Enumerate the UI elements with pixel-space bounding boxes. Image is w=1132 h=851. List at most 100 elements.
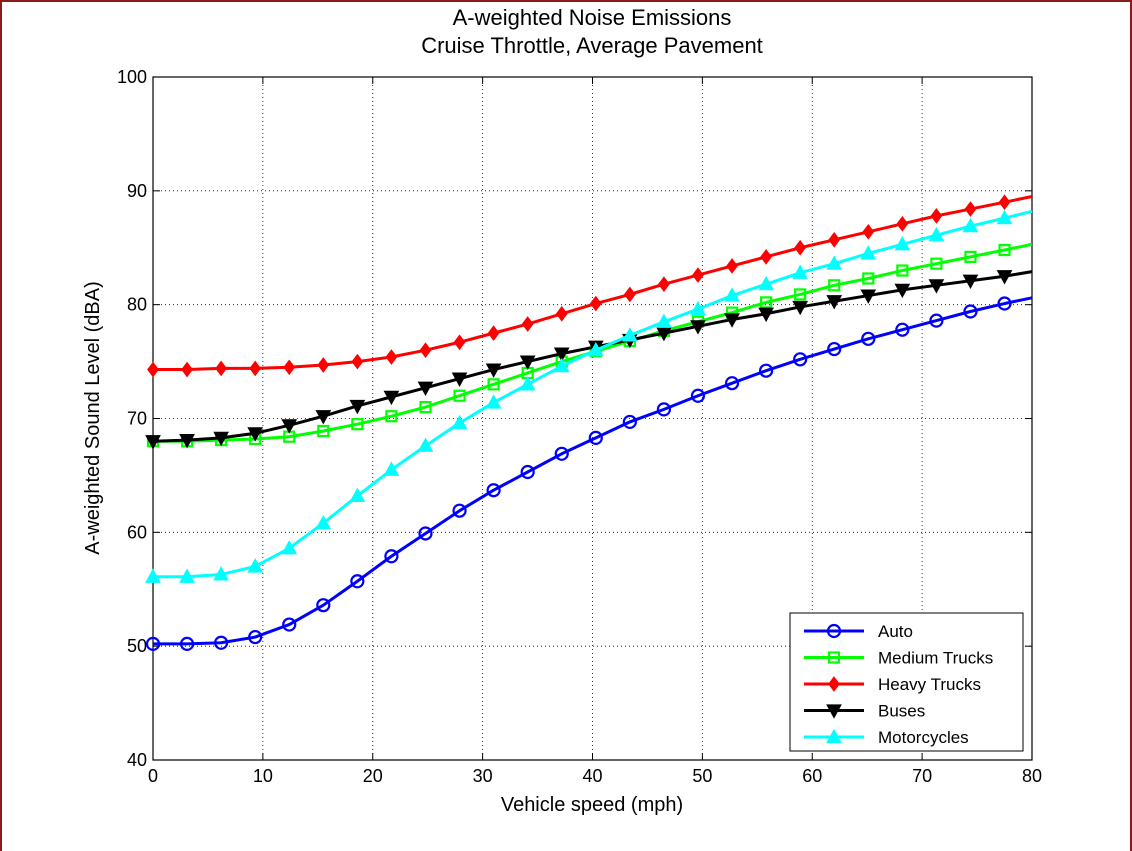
legend-label: Buses [878, 702, 925, 721]
data-point [896, 264, 909, 277]
data-point [690, 300, 706, 316]
legend-swatch-marker [826, 704, 842, 719]
y-tick-label: 90 [127, 181, 147, 201]
data-point [383, 390, 400, 406]
data-point [656, 327, 672, 342]
legend-item: Buses [804, 702, 925, 721]
y-tick-label: 60 [127, 522, 147, 542]
data-point [828, 231, 841, 248]
data-point [317, 357, 330, 373]
x-tick-label: 80 [1022, 766, 1042, 786]
series-buses [145, 270, 1033, 450]
data-point [690, 388, 706, 403]
data-point [419, 401, 432, 414]
data-point [962, 217, 979, 233]
data-point [963, 304, 978, 319]
x-tick-label: 60 [802, 766, 822, 786]
legend-item: Motorcycles [804, 728, 969, 747]
data-point [996, 270, 1013, 285]
legend-swatch-marker [826, 728, 842, 744]
data-point [316, 598, 331, 613]
data-point [248, 629, 263, 645]
legend-item: Heavy Trucks [804, 675, 981, 694]
series-line [153, 296, 1033, 646]
data-point [656, 313, 672, 328]
data-point [451, 414, 468, 430]
legend-item: Medium Trucks [804, 649, 993, 668]
data-point [794, 239, 807, 256]
data-point [998, 243, 1011, 257]
data-point [281, 419, 298, 434]
axis-ticks: 0 10 20 30 40 50 60 70 80 40 50 60 70 80 90 100 [117, 67, 1042, 786]
y-tick-label: 100 [117, 67, 147, 87]
data-point [485, 363, 502, 378]
data-point [487, 378, 500, 391]
data-point [587, 341, 604, 357]
data-point [451, 372, 468, 387]
series-motorcycles [145, 209, 1033, 583]
x-tick-label: 20 [363, 766, 383, 786]
data-point [247, 558, 264, 573]
data-point [656, 402, 672, 417]
data-point [794, 288, 807, 301]
data-point [553, 357, 570, 373]
x-tick-label: 70 [912, 766, 932, 786]
data-point [554, 446, 569, 461]
data-point [351, 353, 364, 370]
series-heavy-trucks [147, 194, 1033, 378]
data-point [214, 635, 229, 650]
legend: Auto Medium Trucks Heavy Trucks Buses Motorc… [789, 612, 1024, 752]
data-point [349, 399, 366, 415]
data-point [521, 316, 534, 332]
data-point [964, 250, 977, 263]
data-point [282, 617, 297, 632]
data-point [690, 320, 706, 335]
data-point [962, 274, 979, 290]
data-point [418, 526, 433, 541]
data-point [351, 418, 364, 431]
data-point [895, 322, 910, 337]
data-point [724, 376, 740, 391]
data-point [249, 360, 262, 377]
data-point [179, 636, 195, 651]
data-point [862, 223, 875, 240]
legend-label: Heavy Trucks [878, 675, 981, 694]
data-point [283, 359, 296, 376]
data-point [247, 427, 264, 442]
data-point [930, 257, 943, 270]
data-point [179, 568, 195, 583]
data-point [519, 376, 536, 391]
data-point [384, 549, 399, 564]
data-point [793, 352, 808, 367]
data-point [930, 208, 943, 224]
data-point [181, 361, 193, 378]
x-tick-label: 10 [253, 766, 273, 786]
series-medium-trucks [146, 242, 1033, 448]
data-point [758, 307, 774, 323]
data-point [792, 264, 809, 279]
x-tick-label: 50 [692, 766, 712, 786]
data-point [692, 267, 704, 283]
legend-swatch-marker [827, 651, 841, 664]
data-point [997, 296, 1012, 311]
data-point [419, 342, 432, 359]
data-point [179, 434, 195, 449]
data-point [861, 331, 876, 346]
data-point [760, 296, 773, 309]
data-point [383, 461, 400, 476]
data-point [658, 276, 670, 293]
data-point [758, 275, 774, 291]
data-point [147, 361, 159, 378]
legend-label: Motorcycles [878, 728, 969, 747]
legend-swatch-marker [828, 676, 840, 692]
legend-box [789, 612, 1024, 752]
data-point [487, 325, 500, 341]
data-point [759, 363, 774, 378]
legend-swatch-marker [826, 623, 842, 639]
data-point [486, 483, 501, 498]
x-tick-label: 0 [148, 766, 158, 786]
legend-label: Auto [878, 622, 913, 641]
x-tick-label: 40 [582, 766, 602, 786]
